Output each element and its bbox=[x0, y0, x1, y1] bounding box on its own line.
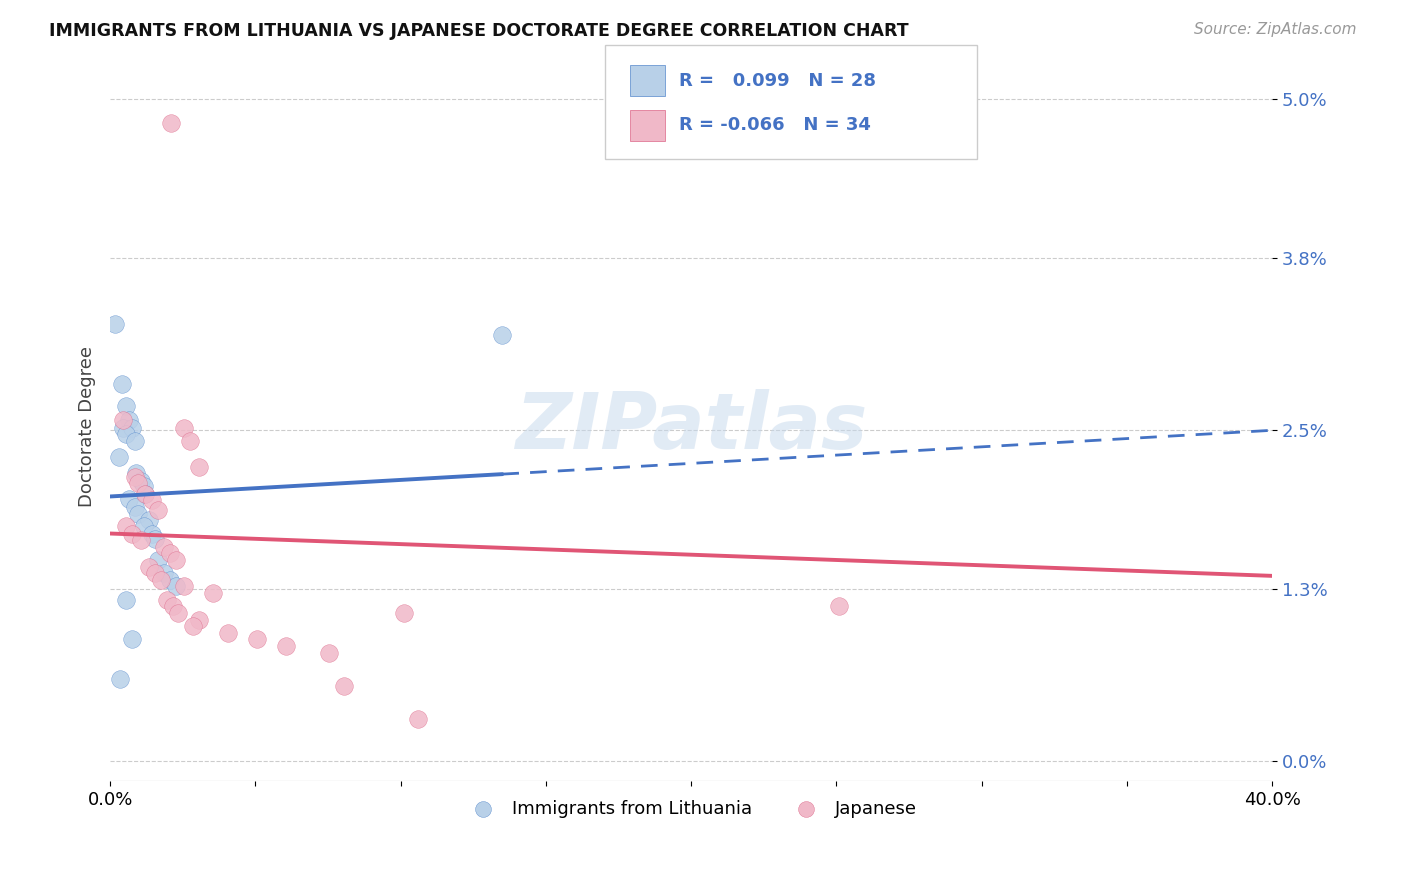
Point bbox=[246, 632, 269, 647]
Point bbox=[491, 328, 513, 343]
Point bbox=[129, 474, 152, 488]
Point bbox=[110, 672, 132, 686]
Point bbox=[187, 460, 209, 475]
Point bbox=[115, 592, 138, 607]
Point bbox=[124, 434, 146, 448]
Point bbox=[134, 487, 156, 501]
Point bbox=[153, 540, 176, 554]
Point bbox=[159, 546, 181, 560]
Point bbox=[124, 469, 146, 483]
Point bbox=[828, 599, 851, 614]
Point bbox=[118, 492, 141, 507]
Point bbox=[138, 513, 160, 527]
Text: R = -0.066   N = 34: R = -0.066 N = 34 bbox=[679, 116, 870, 135]
Point bbox=[406, 712, 429, 726]
Point bbox=[165, 579, 187, 593]
Point bbox=[392, 606, 415, 620]
Point bbox=[274, 639, 297, 653]
Point bbox=[153, 566, 176, 581]
Point bbox=[187, 613, 209, 627]
Point bbox=[112, 413, 135, 427]
Point bbox=[160, 116, 183, 130]
Point bbox=[181, 619, 204, 633]
Point bbox=[138, 559, 160, 574]
Point bbox=[129, 533, 152, 548]
Text: ZIPatlas: ZIPatlas bbox=[515, 389, 868, 465]
Point bbox=[132, 479, 155, 493]
Point bbox=[143, 532, 166, 546]
Point bbox=[121, 632, 143, 647]
Text: Source: ZipAtlas.com: Source: ZipAtlas.com bbox=[1194, 22, 1357, 37]
Point bbox=[143, 566, 166, 581]
Point bbox=[179, 434, 201, 448]
Point bbox=[146, 553, 169, 567]
Point bbox=[127, 507, 149, 521]
Point bbox=[146, 502, 169, 516]
Point bbox=[112, 420, 135, 434]
Point bbox=[103, 318, 125, 332]
Legend: Immigrants from Lithuania, Japanese: Immigrants from Lithuania, Japanese bbox=[458, 793, 924, 825]
Point bbox=[141, 526, 163, 541]
Point bbox=[115, 427, 138, 442]
Point bbox=[121, 420, 143, 434]
Point bbox=[125, 466, 148, 480]
Point bbox=[318, 646, 340, 660]
Point bbox=[108, 450, 131, 464]
Point bbox=[156, 592, 179, 607]
Point bbox=[173, 579, 195, 593]
Point bbox=[173, 420, 195, 434]
Y-axis label: Doctorate Degree: Doctorate Degree bbox=[79, 346, 96, 508]
Point bbox=[150, 573, 173, 587]
Point bbox=[118, 413, 141, 427]
Point bbox=[159, 573, 181, 587]
Point bbox=[132, 518, 155, 533]
Point bbox=[167, 606, 190, 620]
Point bbox=[121, 526, 143, 541]
Point bbox=[124, 500, 146, 514]
Point bbox=[134, 487, 156, 501]
Text: R =   0.099   N = 28: R = 0.099 N = 28 bbox=[679, 71, 876, 90]
Point bbox=[115, 400, 138, 414]
Point bbox=[115, 518, 138, 533]
Point bbox=[141, 493, 163, 508]
Point bbox=[127, 476, 149, 491]
Point bbox=[165, 553, 187, 567]
Text: IMMIGRANTS FROM LITHUANIA VS JAPANESE DOCTORATE DEGREE CORRELATION CHART: IMMIGRANTS FROM LITHUANIA VS JAPANESE DO… bbox=[49, 22, 908, 40]
Point bbox=[162, 599, 184, 614]
Point bbox=[111, 376, 134, 391]
Point bbox=[202, 586, 225, 600]
Point bbox=[333, 679, 356, 693]
Point bbox=[217, 625, 239, 640]
